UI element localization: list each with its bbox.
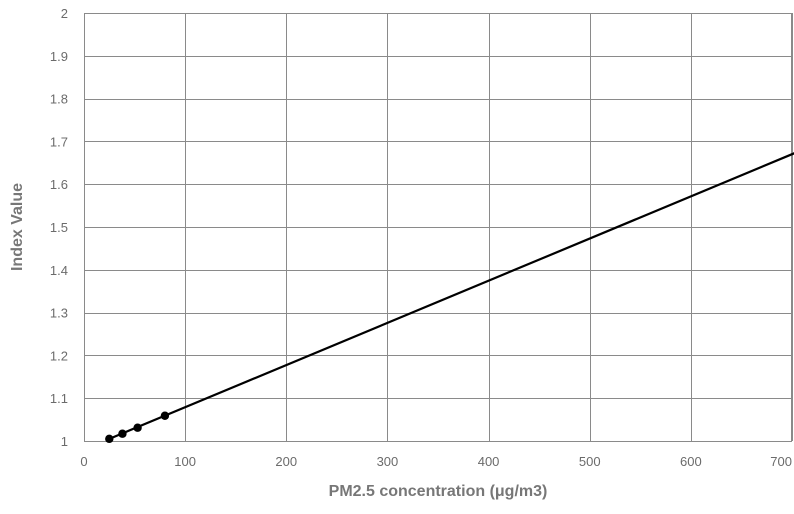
x-tick-label: 600 xyxy=(680,454,702,469)
x-tick-label: 500 xyxy=(579,454,601,469)
y-tick-label: 1.8 xyxy=(50,92,68,107)
y-tick-label: 1.1 xyxy=(50,391,68,406)
y-axis-ticks: 1 1.1 1.2 1.3 1.4 1.5 1.6 1.7 1.8 1.9 2 xyxy=(50,6,68,449)
data-point xyxy=(160,411,170,420)
y-axis-title: Index Value xyxy=(9,183,26,271)
y-tick-label: 1.5 xyxy=(50,220,68,235)
plot-frame xyxy=(84,13,792,442)
y-tick-label: 1.6 xyxy=(50,177,68,192)
data-point xyxy=(105,434,114,444)
y-tick-label: 2 xyxy=(61,6,68,21)
series xyxy=(105,152,794,444)
y-tick-label: 1.4 xyxy=(50,263,68,278)
y-tick-label: 1.2 xyxy=(50,348,68,363)
x-tick-label: 200 xyxy=(275,454,297,469)
x-tick-label: 400 xyxy=(478,454,500,469)
x-tick-label: 700 xyxy=(770,454,792,469)
x-axis-ticks: 0 100 200 300 400 500 600 700 xyxy=(80,454,792,469)
y-tick-label: 1.3 xyxy=(50,306,68,321)
y-tick-label: 1.7 xyxy=(50,134,68,149)
x-tick-label: 300 xyxy=(377,454,399,469)
x-axis-title: PM2.5 concentration (μg/m3) xyxy=(329,483,548,500)
data-point xyxy=(118,429,127,438)
data-point xyxy=(133,423,142,432)
series-line xyxy=(108,152,794,440)
x-tick-label: 0 xyxy=(80,454,87,469)
y-tick-label: 1 xyxy=(61,434,68,449)
x-tick-label: 100 xyxy=(174,454,196,469)
y-tick-label: 1.9 xyxy=(50,49,68,64)
grid xyxy=(84,13,793,442)
